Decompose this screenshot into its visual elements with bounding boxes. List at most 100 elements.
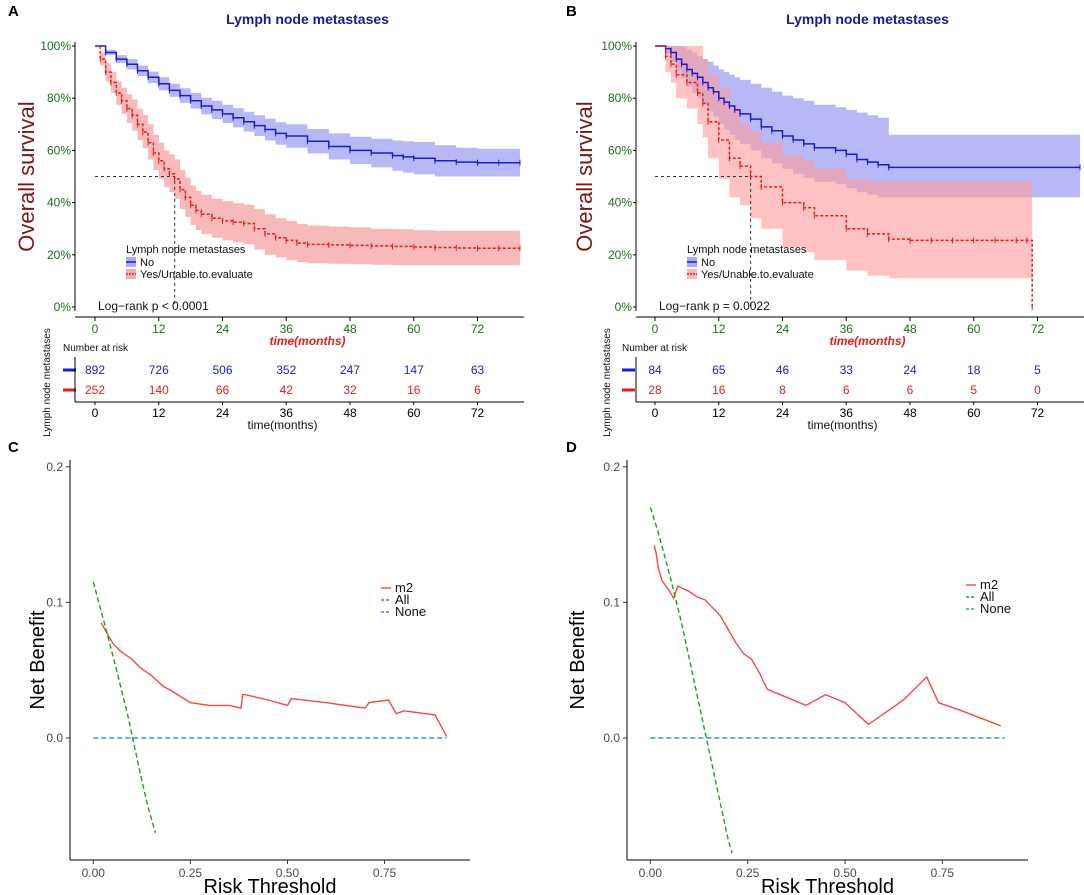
x-tick-label: 72 [1031,322,1045,336]
y-tick-label: 40% [47,196,71,210]
risk-x-tick-label: 72 [1031,406,1045,420]
y-tick-label: 80% [608,91,632,105]
risk-count: 6 [474,383,481,397]
legend-label-all: All [395,592,410,607]
median-reference-line [655,176,752,307]
x-axis-label: Risk Threshold [761,876,894,895]
panel-letter: A [8,3,19,20]
y-tick-label: 0% [615,300,633,314]
risk-count: 42 [280,383,294,397]
risk-x-tick-label: 60 [407,406,421,420]
x-tick-label: 48 [343,322,357,336]
risk-table-y-label: Lymph node metastases [602,328,613,437]
x-axis-label: time(months) [830,334,906,348]
x-tick-label: 0 [652,322,659,336]
legend-label-no: No [701,257,715,269]
x-tick-label: 0 [92,322,99,336]
x-tick-label: 24 [216,322,230,336]
km-panel-a: A Lymph node metastases Overall survival 0%… [8,3,524,437]
y-tick-label: 40% [608,196,632,210]
series-line-m2 [100,622,448,737]
risk-count: 46 [776,363,790,377]
legend: Lymph node metastasesNoYes/Unable.to.eva… [687,244,814,281]
legend-title: Lymph node metastases [126,244,246,256]
legend-label-all: All [980,589,995,604]
y-tick-label: 0.0 [46,731,63,745]
x-tick-label: 0.50 [833,866,857,880]
risk-count: 33 [840,363,854,377]
y-tick-label: 0% [54,300,72,314]
y-axis-label: Overall survival [14,101,39,251]
x-tick-label: 0.75 [931,866,955,880]
legend-label-none: None [980,601,1011,616]
risk-x-tick-label: 60 [967,406,981,420]
legend: Lymph node metastasesNoYes/Unable.to.eva… [126,244,253,281]
legend-label-no: No [140,257,154,269]
y-tick-label: 0.2 [46,460,63,474]
risk-table-header: Number at risk [63,343,129,354]
risk-x-tick-label: 24 [216,406,230,420]
y-axis-label: Overall survival [572,101,597,251]
risk-x-tick-label: 0 [652,406,659,420]
risk-x-tick-label: 48 [343,406,357,420]
chart-title: Lymph node metastases [786,11,949,27]
y-tick-label: 0.1 [46,595,63,609]
pvalue-text: Log−rank p < 0.0001 [98,299,209,313]
series-line-m2 [653,545,1001,727]
risk-count: 18 [967,363,981,377]
series-line-all [92,581,157,834]
risk-count: 252 [85,383,105,397]
x-tick-label: 60 [967,322,981,336]
risk-count: 6 [843,383,850,397]
legend-label-yes: Yes/Unable.to.evaluate [701,269,814,281]
x-tick-label: 48 [903,322,917,336]
y-tick-label: 0.1 [603,595,620,609]
x-tick-label: 12 [712,322,726,336]
x-tick-label: 0.50 [276,866,300,880]
risk-count: 147 [404,363,424,377]
legend-label-none: None [395,604,426,619]
y-tick-label: 100% [601,39,632,53]
y-tick-label: 60% [608,143,632,157]
risk-count: 32 [343,383,357,397]
risk-x-tick-label: 72 [471,406,485,420]
panel-letter: C [8,439,19,456]
y-tick-label: 20% [47,248,71,262]
risk-count: 5 [970,383,977,397]
risk-x-axis-label: time(months) [807,418,877,432]
x-tick-label: 24 [776,322,790,336]
legend-label-yes: Yes/Unable.to.evaluate [140,269,253,281]
risk-count: 8 [779,383,786,397]
ci-band-yes [655,46,1033,279]
risk-count: 0 [1034,383,1041,397]
x-tick-label: 36 [280,322,294,336]
risk-x-tick-label: 0 [92,406,99,420]
risk-count: 726 [149,363,169,377]
x-tick-label: 0.25 [736,866,760,880]
risk-count: 66 [216,383,230,397]
risk-x-tick-label: 24 [776,406,790,420]
risk-table-y-label: Lymph node metastases [42,328,53,437]
risk-count: 16 [407,383,421,397]
risk-count: 892 [85,363,105,377]
chart-title: Lymph node metastases [226,11,389,27]
risk-count: 140 [149,383,169,397]
median-reference-line [95,176,176,307]
x-tick-label: 36 [840,322,854,336]
legend-title: Lymph node metastases [687,244,807,256]
risk-count: 28 [648,383,662,397]
km-panel-b: B Lymph node metastases Overall survival 0%… [566,3,1084,437]
risk-count: 65 [712,363,726,377]
y-tick-label: 60% [47,143,71,157]
x-tick-label: 72 [471,322,485,336]
x-axis-label: time(months) [270,334,346,348]
risk-count: 84 [648,363,662,377]
x-tick-label: 60 [407,322,421,336]
risk-count: 352 [276,363,296,377]
risk-count: 16 [712,383,726,397]
x-tick-label: 0.75 [373,866,397,880]
